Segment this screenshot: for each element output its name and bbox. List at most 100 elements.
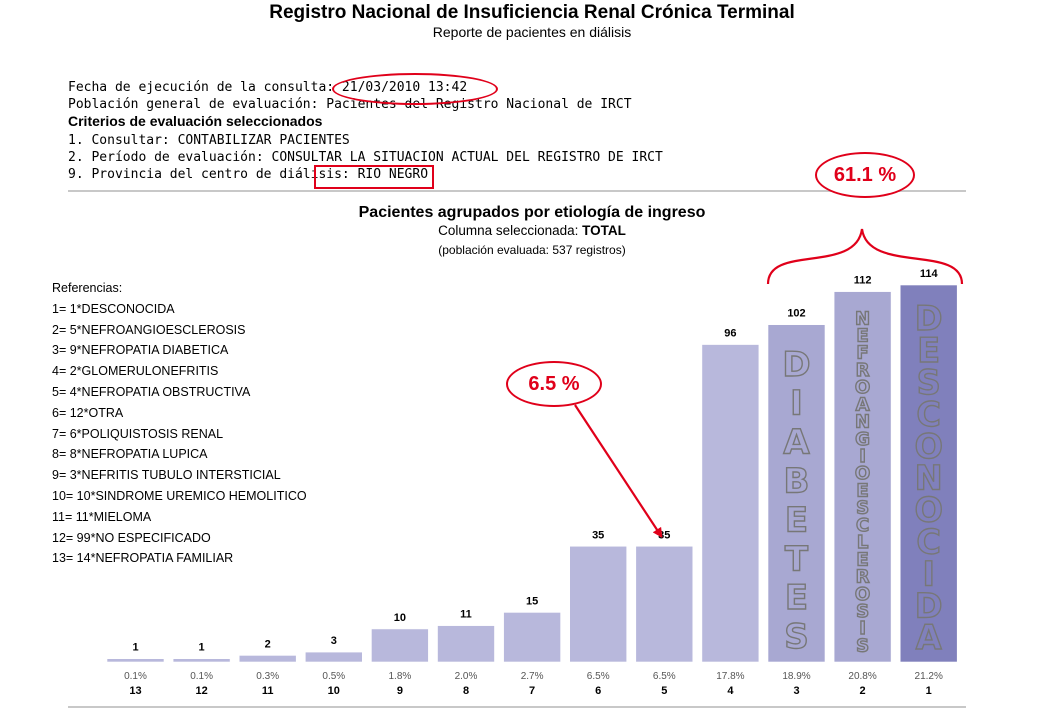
reference-item: 11= 11*MIELOMA (52, 509, 152, 524)
bar-word-letter: O (855, 377, 870, 398)
callout-arrow (574, 404, 663, 538)
report-subtitle: Reporte de pacientes en diálisis (432, 24, 632, 40)
bar-category-label: 13 (129, 685, 141, 697)
bar-category-label: 10 (328, 685, 340, 697)
reference-item: 13= 14*NEFROPATIA FAMILIAR (52, 551, 234, 566)
report-title: Registro Nacional de Insuficiencia Renal… (269, 2, 795, 23)
bar-word-letter: S (917, 363, 941, 402)
date-highlight-ellipse (332, 73, 498, 105)
bar-percent-label: 6.5% (587, 671, 610, 682)
bar-value-label: 10 (394, 612, 406, 624)
bar-category-label: 4 (727, 685, 734, 697)
bar-word-letter: O (914, 427, 942, 466)
reference-item: 6= 12*OTRA (52, 405, 124, 420)
bar-word-letter: I (790, 384, 803, 424)
bar-5 (635, 545, 694, 663)
bar-4 (701, 344, 760, 663)
bar-category-label: 3 (793, 685, 799, 697)
bar-8 (437, 625, 495, 663)
bar-word-letter: E (785, 578, 808, 618)
bottom-divider (68, 706, 966, 708)
bar-word-letter: G (855, 429, 870, 450)
bar-word-letter: O (855, 463, 870, 484)
curly-brace (766, 228, 964, 285)
bar-word-letter: A (916, 618, 942, 657)
criteria-heading: Criterios de evaluación seleccionados (68, 113, 322, 130)
bar-value-label: 2 (265, 638, 271, 650)
population-line: Población general de evaluación: Pacient… (68, 97, 632, 112)
chart-title: Pacientes agrupados por etiología de ing… (358, 204, 706, 221)
bar-value-label: 1 (132, 642, 138, 654)
bar-word-letter: L (857, 532, 869, 553)
bar-value-label: 114 (920, 268, 939, 280)
bar-value-label: 3 (331, 635, 337, 647)
bar-word-letter: I (859, 446, 866, 467)
bar-category-label: 6 (595, 685, 601, 697)
bars-layer (106, 284, 958, 663)
bar-percent-label: 20.8% (848, 671, 876, 682)
reference-item: 4= 2*GLOMERULONEFRITIS (52, 364, 219, 379)
bar-percent-label: 1.8% (389, 671, 412, 682)
bar-1 (899, 284, 958, 663)
bar-11 (238, 655, 297, 663)
bar-percent-label: 0.3% (256, 671, 279, 682)
bar-word-letter: S (856, 635, 869, 656)
bar-word-letter: O (855, 584, 870, 605)
bar-percent-label: 21.2% (915, 671, 943, 682)
bar-category-label: 7 (529, 685, 535, 697)
bar-word-letter: T (785, 539, 809, 579)
bar-word-letter: N (855, 308, 870, 329)
reference-item: 1= 1*DESCONOCIDA (52, 301, 175, 316)
labels-layer: 10.1%1310.1%1220.3%1130.5%10101.8%9112.0… (124, 268, 943, 697)
bar-category-label: 1 (926, 685, 932, 697)
bar-percent-label: 2.0% (455, 671, 478, 682)
bar-category-label: 2 (860, 685, 866, 697)
bar-word-letter: F (856, 343, 868, 364)
bar-word-letter: A (856, 394, 870, 415)
reference-item: 8= 8*NEFROPATIA LUPICA (52, 447, 208, 462)
bar-word-letter: O (914, 491, 942, 530)
bar-percent-label: 0.5% (322, 671, 345, 682)
bar-word-letter: C (916, 522, 941, 561)
references-heading: Referencias: (52, 281, 123, 295)
bar-word-letter: I (922, 554, 934, 593)
bar-percent-label: 6.5% (653, 671, 676, 682)
bar-percent-label: 17.8% (716, 671, 744, 682)
bar-value-label: 96 (724, 328, 736, 340)
bar-word-letter: E (917, 331, 940, 370)
bar-value-label: 11 (460, 609, 472, 621)
bar-3 (767, 324, 826, 663)
criteria-heading-text: Criterios de evaluación seleccionados (68, 113, 323, 129)
bar-value-label: 112 (854, 275, 872, 287)
selected-column-label: Columna seleccionada: (438, 223, 583, 238)
bar-category-label: 5 (661, 685, 667, 697)
bar-value-label: 35 (592, 529, 604, 541)
bar-word-letter: D (915, 586, 943, 625)
bar-category-label: 9 (397, 685, 403, 697)
reference-item: 7= 6*POLIQUISTOSIS RENAL (52, 426, 224, 441)
reference-item: 2= 5*NEFROANGIOESCLEROSIS (52, 322, 246, 337)
bar-category-label: 11 (262, 685, 274, 697)
bar-word-letter: C (856, 515, 869, 536)
bar-word-letter: R (856, 360, 870, 381)
bar-value-label: 1 (199, 642, 205, 654)
left-percent-callout: 6.5 % (506, 361, 602, 407)
reference-item: 9= 3*NEFRITIS TUBULO INTERSTICIAL (52, 468, 281, 483)
bar-word-letter: E (856, 549, 868, 570)
bar-word-letter: D (915, 299, 943, 338)
bar-word-letter: B (784, 462, 810, 502)
bar-percent-label: 0.1% (124, 671, 147, 682)
bar-6 (569, 545, 628, 663)
bar-percent-label: 18.9% (782, 671, 810, 682)
bar-category-label: 12 (195, 685, 207, 697)
bar-12 (172, 658, 231, 663)
bar-word-letter: A (783, 423, 810, 463)
reference-item: 3= 9*NEFROPATIA DIABETICA (52, 343, 229, 358)
bar-2 (833, 291, 892, 663)
bar-word-letter: I (859, 618, 866, 639)
bar-value-label: 15 (526, 595, 538, 607)
bar-word-letter: N (855, 412, 870, 433)
bar-word-letter: C (916, 395, 941, 434)
